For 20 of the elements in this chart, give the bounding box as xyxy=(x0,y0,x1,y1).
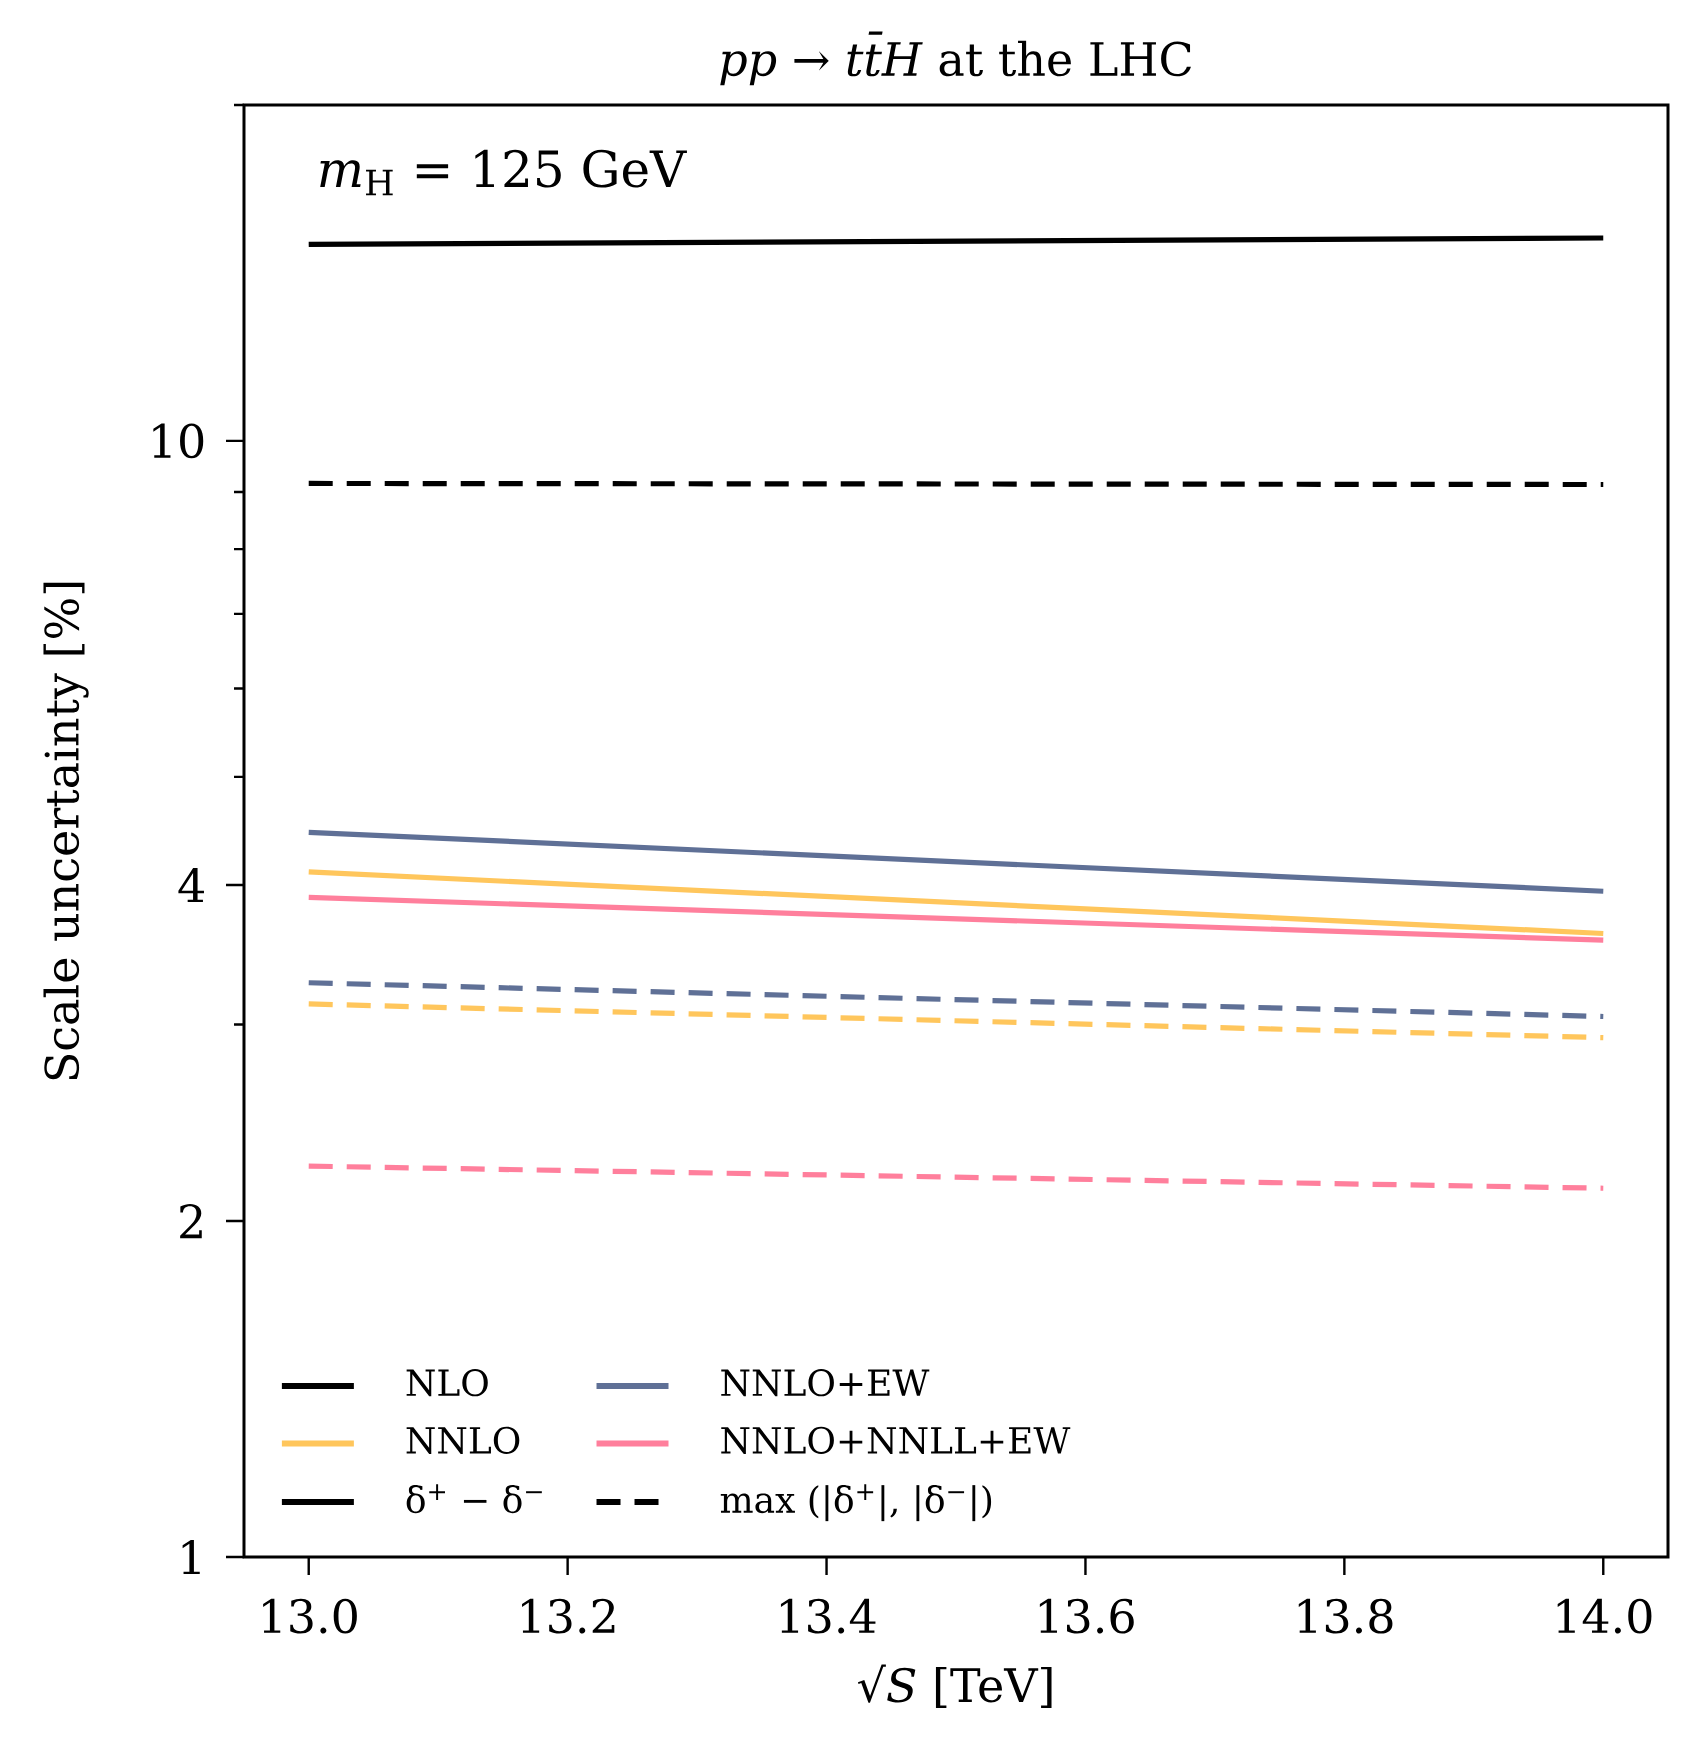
y-tick-label: 10 xyxy=(153,423,204,459)
x-tick-label: 13.4 xyxy=(780,1598,876,1634)
y-axis-title: Scale uncertainty [%] xyxy=(43,582,89,1080)
legend-label: NNLO+NNLL+EW xyxy=(721,1426,1071,1454)
y-tick-label: 4 xyxy=(178,867,204,903)
chart-title: pp → tt̄H at the LHC xyxy=(720,31,1191,86)
x-tick-label: 14.0 xyxy=(1557,1598,1652,1634)
legend-label: NNLO+EW xyxy=(721,1369,930,1397)
legend-label: NNLO xyxy=(406,1426,520,1454)
x-tick-label: 13.2 xyxy=(522,1598,615,1634)
y-tick-label: 1 xyxy=(182,1539,200,1575)
y-tick-label: 2 xyxy=(180,1203,202,1239)
legend-label: max (|δ$^{+}$|, |δ$^{−}$|) xyxy=(720,1484,992,1522)
annotation: m$_{H}$ = 125 GeV xyxy=(320,149,687,196)
x-tick-label: 13.6 xyxy=(1039,1598,1134,1634)
legend-label: NLO xyxy=(406,1369,488,1397)
legend-label: δ$^{+}$ − δ$^{−}$ xyxy=(406,1484,542,1514)
x-axis-title: √S [TeV] xyxy=(857,1664,1052,1708)
x-tick-label: 13.8 xyxy=(1298,1598,1393,1634)
x-tick-label: 13.0 xyxy=(263,1598,357,1634)
